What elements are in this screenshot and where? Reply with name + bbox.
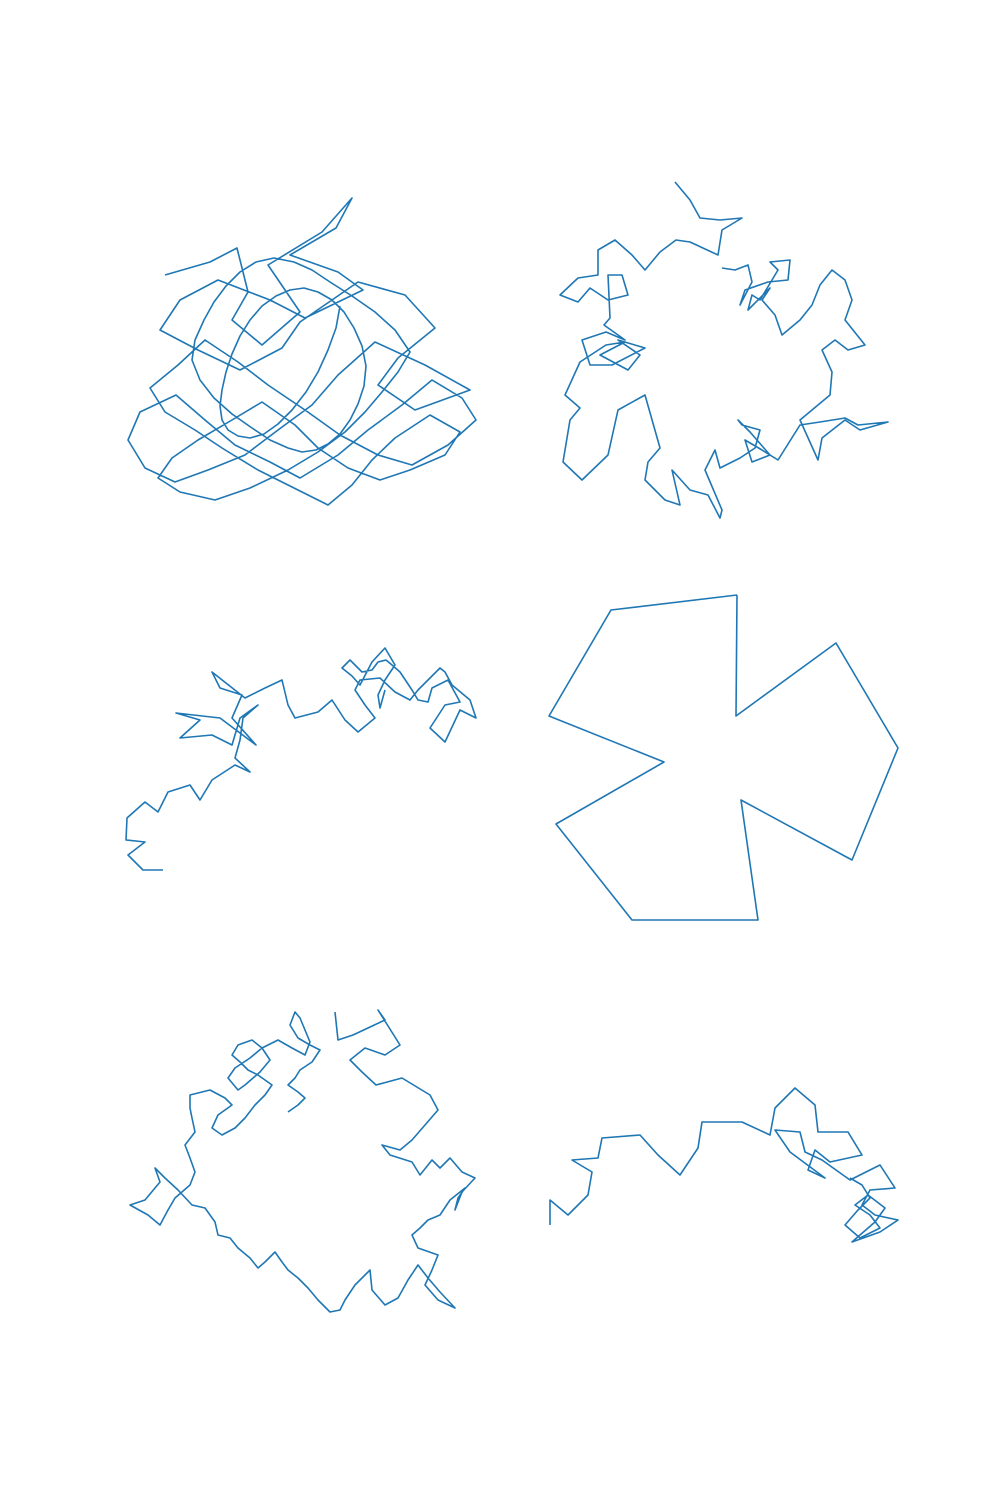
panel-grid	[125, 181, 899, 1313]
panel-row-2-right	[548, 594, 899, 921]
series-line-row-3-right-0	[549, 1087, 899, 1243]
panel-row-1-left	[127, 197, 477, 506]
series-line-row-2-right-0	[548, 594, 899, 921]
series-line-row-1-right-0	[559, 181, 889, 519]
panel-row-2-left	[125, 647, 477, 871]
series-line-row-1-left-0	[127, 197, 477, 506]
series-line-row-3-left-0	[129, 1009, 476, 1313]
series-line-row-2-left-0	[125, 647, 477, 871]
panel-row-3-left	[129, 1009, 476, 1313]
panel-row-1-right	[559, 181, 889, 519]
panel-row-3-right	[549, 1087, 899, 1243]
